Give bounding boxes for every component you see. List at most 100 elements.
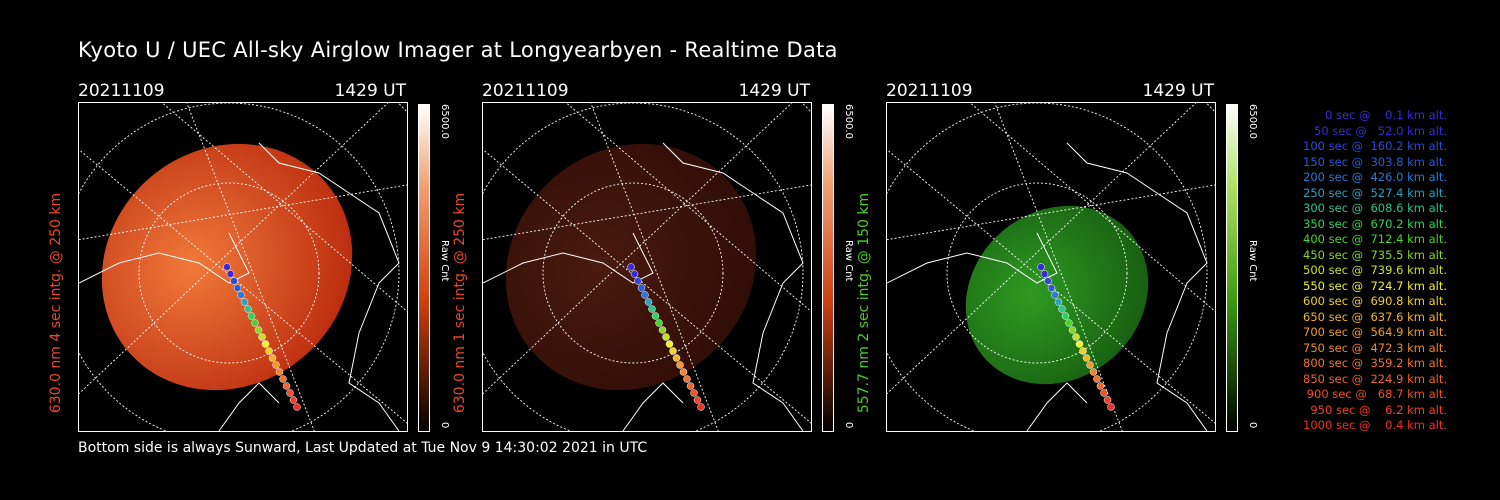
legend-row: 250 sec @ 527.4 km alt. (1299, 185, 1447, 200)
grid-line (483, 103, 793, 395)
trajectory-dot (261, 340, 270, 348)
trajectory-dot (1044, 277, 1052, 285)
trajectory-dot (634, 277, 642, 285)
legend-row: 550 sec @ 724.7 km alt. (1299, 278, 1447, 293)
trajectory-dot (672, 354, 681, 362)
legend-row: 200 sec @ 426.0 km alt. (1299, 170, 1447, 184)
trajectory-dot (1061, 312, 1070, 320)
grid-line (590, 103, 719, 431)
trajectory-dot (1096, 382, 1105, 390)
trajectory-dot (655, 319, 663, 327)
wavelength-label: 630.0 nm 1 sec intg. @ 250 km (452, 192, 468, 414)
legend-row: 600 sec @ 690.8 km alt. (1299, 294, 1447, 308)
legend-row: 800 sec @ 359.2 km alt. (1299, 356, 1447, 370)
trajectory-dot (637, 284, 646, 292)
footer-note: Bottom side is always Sunward, Last Upda… (78, 440, 648, 456)
trajectory-dot (651, 312, 660, 320)
trajectory-dot (641, 291, 649, 299)
trajectory-dot (272, 361, 280, 369)
legend-row: 650 sec @ 637.6 km alt. (1299, 309, 1447, 324)
grid-circle (542, 182, 724, 364)
trajectory-dot (1100, 389, 1108, 397)
legend-row: 150 sec @ 303.8 km alt. (1299, 154, 1447, 169)
trajectory-dot (679, 368, 688, 376)
grid-line (969, 103, 1215, 312)
grid-line (79, 103, 389, 395)
trajectory-dot (686, 382, 695, 390)
legend-row: 0 sec @ 0.1 km alt. (1314, 108, 1447, 122)
trajectory-dot (1086, 361, 1094, 369)
trajectory-dot (1047, 284, 1056, 292)
colorbar (822, 104, 834, 432)
trajectory-dot (630, 270, 639, 278)
trajectory-dot (1037, 263, 1045, 271)
grid-line (186, 103, 315, 431)
trajectory-dot (1072, 333, 1080, 341)
trajectory-dot (676, 361, 684, 369)
colorbar (418, 104, 430, 432)
trajectory-dot (289, 396, 298, 404)
allsky-image (886, 102, 1216, 432)
wavelength-label: 630.0 nm 4 sec intg. @ 250 km (48, 192, 64, 414)
imager-panel-1: 20211109 1429 UT 630.0 nm 4 sec intg. @ … (48, 78, 478, 438)
trajectory-dot (237, 291, 245, 299)
trajectory-dot (268, 354, 277, 362)
trajectory-dot (1040, 270, 1049, 278)
trajectory-legend: 0 sec @ 0.1 km alt. 50 sec @ 52.0 km alt… (1262, 108, 1447, 434)
trajectory-dot (1079, 347, 1087, 355)
panel-time: 1429 UT (738, 81, 811, 101)
wavelength-label: 557.7 nm 2 sec intg. @ 150 km (856, 192, 872, 414)
panel-date: 20211109 (482, 81, 569, 101)
grid-line (79, 184, 407, 241)
colorbar-max: 6500.0 (439, 104, 450, 139)
coastline (79, 142, 400, 431)
trajectory-dot (265, 347, 273, 355)
coastline (483, 142, 804, 431)
allsky-image (78, 102, 408, 432)
grid-circle (946, 182, 1128, 364)
trajectory-dot (693, 396, 702, 404)
grid-circle (79, 103, 400, 431)
legend-row: 100 sec @ 160.2 km alt. (1299, 139, 1447, 153)
trajectory-dot (1065, 319, 1073, 327)
trajectory-dot (1051, 291, 1059, 299)
imager-panel-3: 20211109 1429 UT 557.7 nm 2 sec intg. @ … (856, 78, 1286, 438)
trajectory-dot (1075, 340, 1084, 348)
trajectory-dot (244, 305, 252, 313)
trajectory-dot (648, 305, 656, 313)
trajectory-dot (240, 298, 249, 306)
panel-date: 20211109 (78, 81, 165, 101)
legend-row: 350 sec @ 670.2 km alt. (1299, 216, 1447, 231)
trajectory-dot (286, 389, 294, 397)
trajectory-dot (1089, 368, 1098, 376)
trajectory-dot (1093, 375, 1101, 383)
legend-row: 500 sec @ 739.6 km alt. (1299, 263, 1447, 277)
trajectory-dot (1068, 326, 1077, 334)
trajectory-dot (293, 403, 301, 411)
trajectory-dot (683, 375, 691, 383)
legend-row: 750 sec @ 472.3 km alt. (1299, 340, 1447, 355)
trajectory-dot (669, 347, 677, 355)
colorbar-unit: Raw Cnt (1247, 240, 1258, 282)
grid-circle (483, 103, 804, 431)
trajectory-dot (644, 298, 653, 306)
panel-time: 1429 UT (1142, 81, 1215, 101)
sky-image-blob (505, 143, 757, 391)
grid-line (483, 184, 811, 241)
trajectory-dot (233, 284, 242, 292)
colorbar-min: 0 (1247, 422, 1258, 429)
trajectory-dot (662, 333, 670, 341)
legend-row: 1000 sec @ 0.4 km alt. (1303, 418, 1447, 432)
legend-row: 950 sec @ 6.2 km alt. (1306, 402, 1447, 417)
page-title: Kyoto U / UEC All-sky Airglow Imager at … (78, 38, 838, 62)
legend-row: 50 sec @ 52.0 km alt. (1306, 123, 1447, 138)
grid-line (161, 103, 407, 312)
colorbar-max: 6500.0 (843, 104, 854, 139)
legend-row: 700 sec @ 564.9 km alt. (1299, 325, 1447, 339)
trajectory-dot (665, 340, 674, 348)
trajectory-dot (251, 319, 259, 327)
legend-row: 300 sec @ 608.6 km alt. (1299, 201, 1447, 215)
trajectory-dot (697, 403, 705, 411)
grid-line (565, 103, 811, 312)
trajectory-dot (254, 326, 263, 334)
